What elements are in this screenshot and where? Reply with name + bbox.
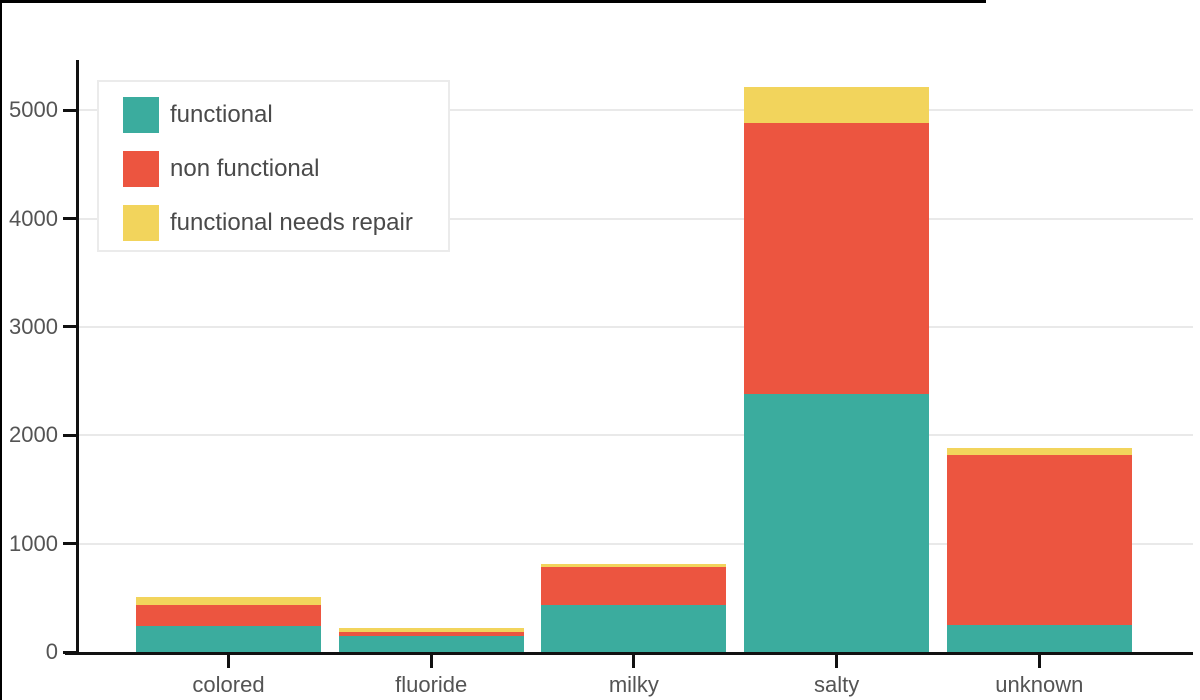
y-tickmark-0: [63, 650, 77, 654]
bar-segment-salty-functional: [744, 394, 930, 652]
bar-segment-fluoride-functional-needs-repair: [338, 628, 524, 632]
gridline-4000: [78, 217, 1193, 220]
bar-segment-salty-functional-needs-repair: [744, 87, 930, 123]
y-tick-label-4000: 4000: [9, 205, 58, 231]
bar-segment-unknown-functional-needs-repair: [946, 448, 1132, 455]
window-border-left: [0, 0, 2, 700]
legend-swatch-non-functional: [123, 151, 159, 187]
y-axis: [76, 60, 79, 655]
x-tickmark-fluoride: [429, 652, 433, 668]
x-axis: [65, 652, 1193, 655]
bar-segment-milky-non-functional: [541, 567, 727, 606]
x-tick-label-unknown: unknown: [995, 672, 1084, 697]
y-tick-label-0: 0: [45, 639, 58, 664]
x-tickmark-salty: [835, 652, 839, 668]
legend-label-functional-needs-repair: functional needs repair: [170, 209, 413, 236]
y-tick-label-2000: 2000: [9, 422, 58, 448]
legend-swatch-functional: [123, 97, 159, 133]
x-tickmark-colored: [227, 652, 230, 668]
window-border-top: [0, 0, 986, 3]
y-tickmark-5000: [63, 108, 77, 112]
y-tickmark-1000: [63, 542, 77, 546]
x-tick-label-colored: colored: [192, 672, 265, 697]
y-tick-label-5000: 5000: [9, 97, 58, 123]
y-tick-label-1000: 1000: [9, 530, 58, 556]
bar-segment-fluoride-non-functional: [338, 631, 524, 637]
legend-swatch-functional-needs-repair: [123, 205, 159, 241]
legend-label-functional: functional: [170, 101, 273, 128]
bar-segment-unknown-functional: [946, 624, 1132, 652]
x-tick-label-salty: salty: [813, 672, 860, 697]
y-tick-label-3000: 3000: [9, 313, 58, 339]
y-tickmark-4000: [63, 217, 77, 221]
gridline-1000: [78, 542, 1193, 545]
x-tick-label-fluoride: fluoride: [395, 672, 468, 697]
bar-segment-colored-functional: [136, 625, 321, 652]
legend-label-non-functional: non functional: [170, 155, 320, 182]
x-tick-label-milky: milky: [608, 672, 659, 697]
bar-segment-salty-non-functional: [744, 122, 930, 395]
bar-segment-fluoride-functional: [338, 636, 524, 652]
gridline-2000: [78, 434, 1193, 437]
bar-segment-milky-functional-needs-repair: [541, 564, 727, 568]
x-tickmark-unknown: [1037, 652, 1041, 668]
bar-segment-colored-non-functional: [136, 605, 321, 626]
bar-segment-milky-functional: [541, 605, 727, 652]
bar-segment-colored-functional-needs-repair: [136, 597, 321, 606]
y-tickmark-2000: [63, 433, 77, 437]
legend: functional non functional functional needs…: [97, 80, 450, 252]
gridline-5000: [78, 109, 1193, 112]
x-tickmark-milky: [632, 652, 636, 668]
bar-segment-unknown-non-functional: [946, 454, 1132, 625]
gridline-3000: [78, 325, 1193, 328]
y-tickmark-3000: [63, 325, 77, 329]
